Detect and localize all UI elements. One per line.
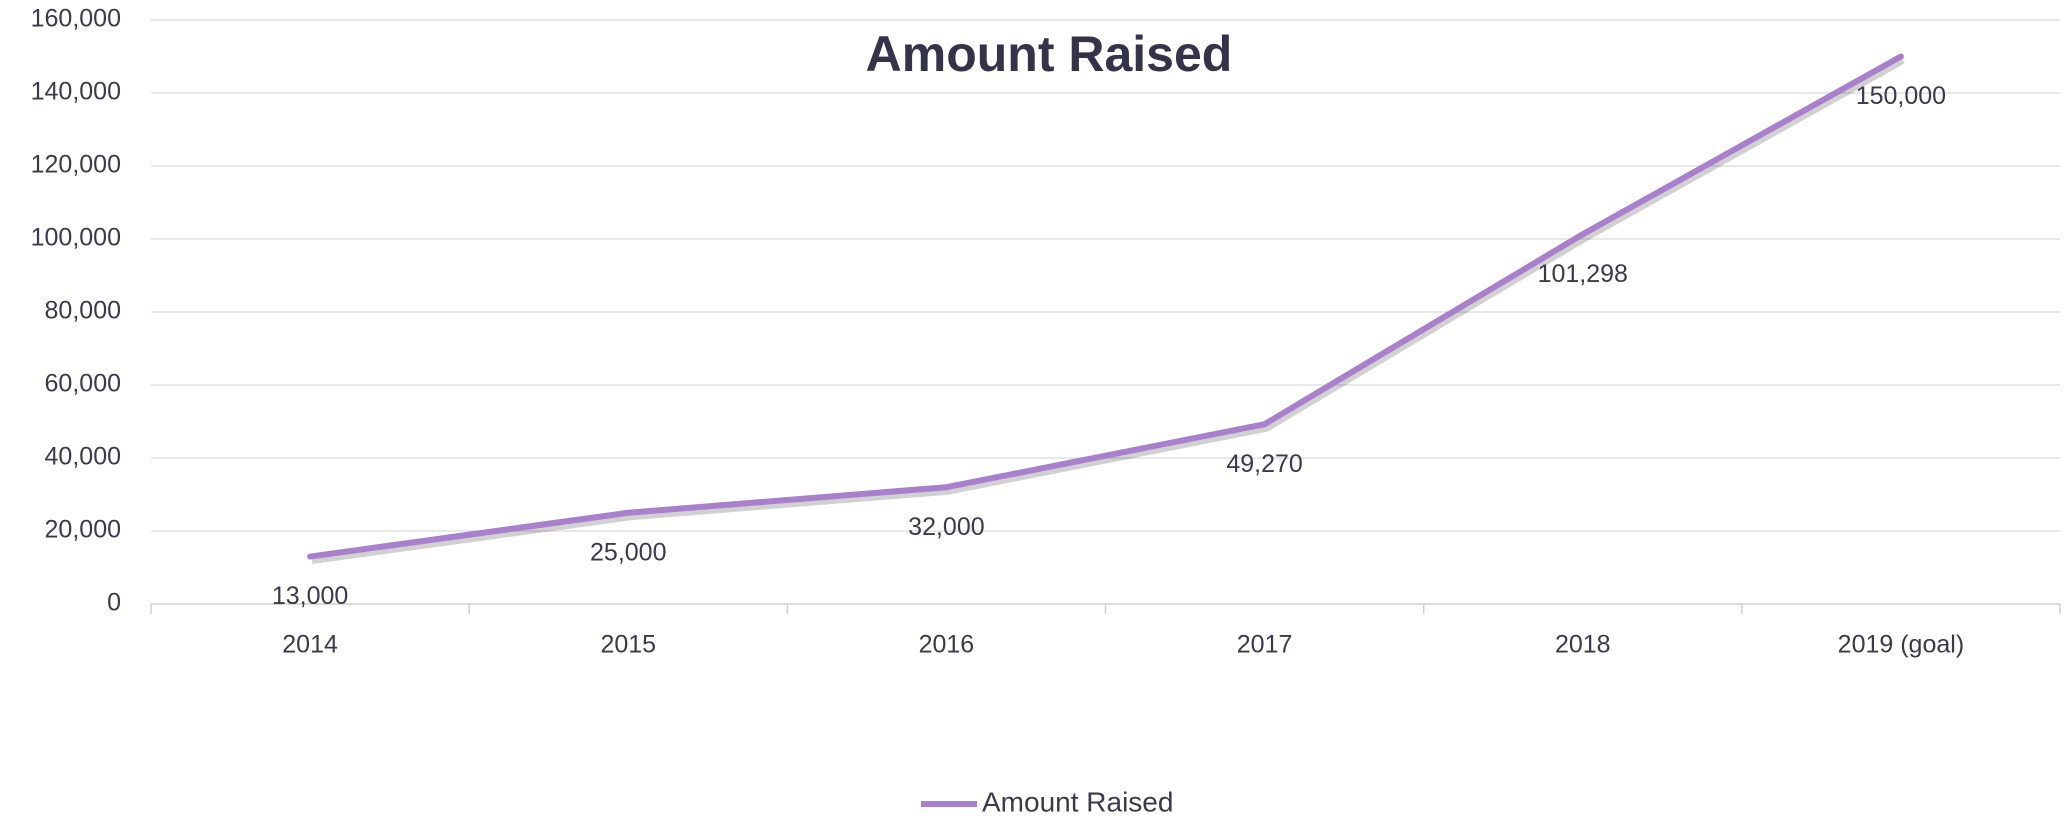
data-label: 32,000	[908, 513, 984, 541]
x-tick-label: 2015	[600, 631, 656, 659]
legend-label: Amount Raised	[982, 786, 1173, 817]
y-tick-label: 20,000	[45, 516, 121, 544]
data-label: 25,000	[590, 538, 666, 566]
y-tick-label: 80,000	[45, 297, 121, 325]
x-tick-label: 2018	[1555, 631, 1611, 659]
y-tick-label: 40,000	[45, 443, 121, 471]
data-label: 13,000	[272, 582, 348, 610]
line-shadow	[311, 57, 1905, 565]
y-tick-label: 140,000	[31, 78, 121, 106]
y-tick-label: 120,000	[31, 151, 121, 179]
y-tick-label: 100,000	[31, 224, 121, 252]
x-tick-label: 2019 (goal)	[1838, 631, 1964, 659]
y-tick-label: 0	[107, 589, 121, 617]
series-line	[307, 53, 1904, 560]
y-tick-label: 160,000	[31, 5, 121, 33]
data-label: 49,270	[1226, 450, 1302, 478]
data-label: 150,000	[1856, 82, 1946, 110]
x-tick-label: 2016	[919, 631, 975, 659]
x-tick-label: 2014	[282, 631, 338, 659]
x-tick-label: 2017	[1237, 631, 1293, 659]
y-tick-label: 60,000	[45, 370, 121, 398]
chart-title: Amount Raised	[866, 26, 1233, 82]
data-label: 101,298	[1538, 260, 1628, 288]
